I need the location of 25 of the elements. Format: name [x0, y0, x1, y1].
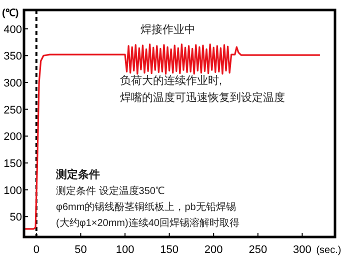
x-tick-label: 50 — [74, 244, 87, 256]
annotation: 焊接作业中 — [140, 23, 196, 36]
y-tick-label: 400 — [4, 24, 22, 36]
annotation: (大约φ1×20mm)连续40回焊锡溶解时取得 — [56, 217, 240, 229]
x-tick-label: 300 — [293, 244, 312, 256]
annotation: 测定条件 — [55, 168, 100, 181]
annotation: 负荷大的连续作业时, — [120, 74, 222, 87]
y-tick-label: 50 — [10, 212, 22, 224]
x-tick-label: 100 — [116, 244, 134, 256]
x-tick-label: 250 — [248, 244, 268, 256]
y-tick-label: 350 — [4, 50, 22, 63]
y-tick-label: 300 — [4, 77, 22, 90]
y-tick-label: 250 — [4, 104, 22, 116]
annotation: 焊嘴的温度可迅速恢复到设定温度 — [120, 91, 285, 104]
annotation: 测定条件 设定温度350℃ — [56, 185, 164, 197]
y-tick-label: 200 — [4, 131, 22, 144]
y-axis-title: (℃) — [2, 8, 19, 19]
x-tick-label: 0 — [33, 244, 40, 256]
y-tick-label: 100 — [4, 184, 22, 197]
line-series — [23, 44, 321, 230]
x-tick-label: 150 — [160, 244, 178, 256]
y-tick-label: 150 — [4, 158, 22, 170]
annotation: φ6mm的锡线酚茎铜纸板上，pb无铅焊锡 — [56, 201, 236, 213]
x-axis-title: (sec.) — [316, 245, 342, 256]
x-tick-label: 200 — [204, 244, 223, 256]
